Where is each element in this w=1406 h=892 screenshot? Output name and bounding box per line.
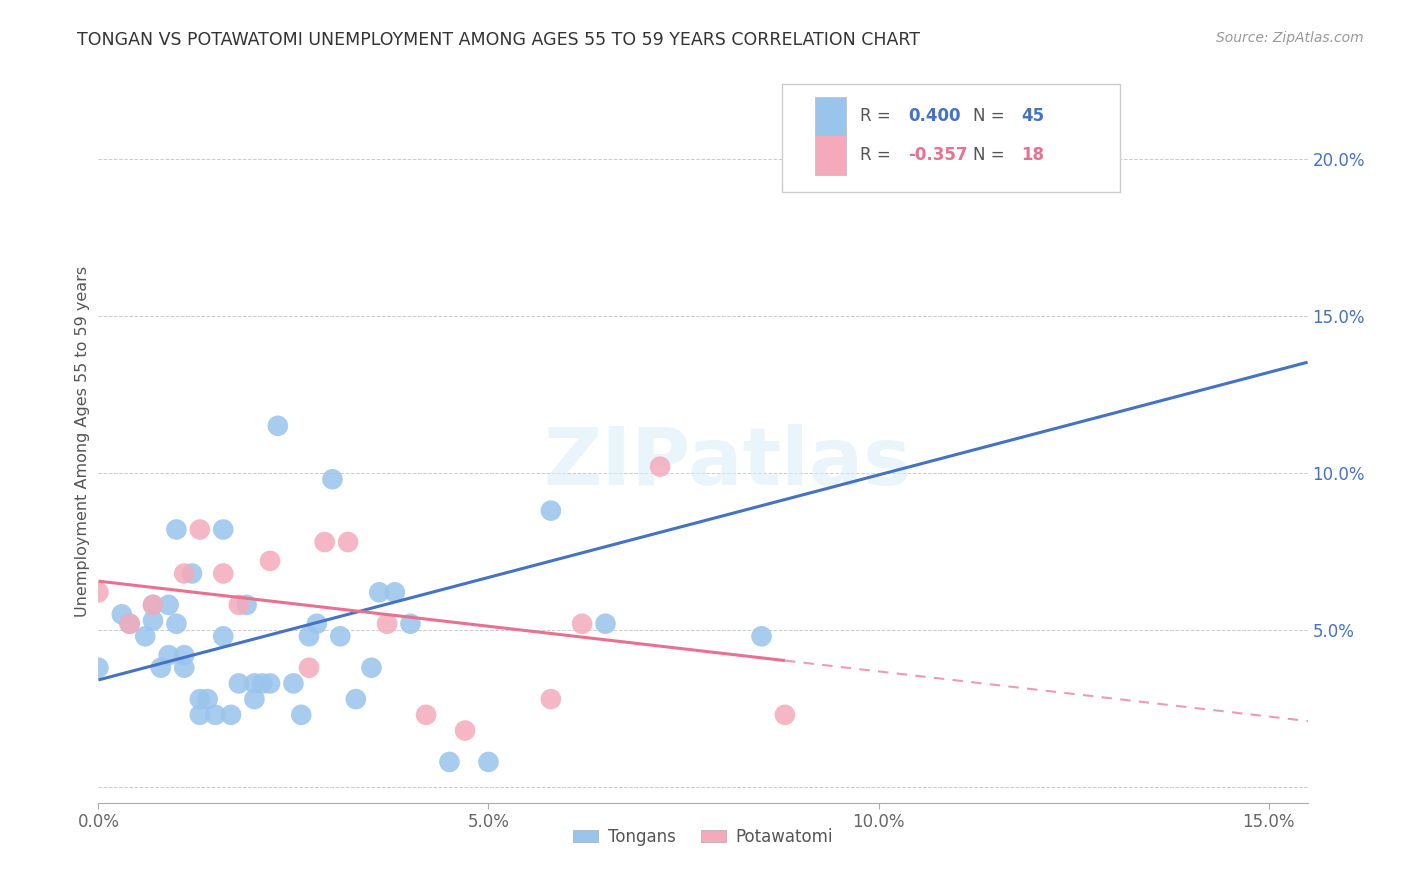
Point [298, 629, 321, 643]
Point [188, 707, 211, 722]
Point [648, 459, 671, 474]
Point [290, 707, 312, 722]
FancyBboxPatch shape [815, 96, 845, 136]
Legend: Tongans, Potawatomi: Tongans, Potawatomi [567, 821, 839, 852]
Text: N =: N = [973, 145, 1010, 164]
Point [283, 676, 305, 690]
Point [360, 661, 382, 675]
Text: TONGAN VS POTAWATOMI UNEMPLOYMENT AMONG AGES 55 TO 59 YEARS CORRELATION CHART: TONGAN VS POTAWATOMI UNEMPLOYMENT AMONG … [77, 31, 921, 49]
Point [157, 598, 180, 612]
Point [173, 566, 195, 581]
Point [212, 523, 235, 537]
Point [243, 692, 266, 706]
Point [212, 566, 235, 581]
Point [87, 585, 110, 599]
Point [267, 418, 290, 433]
Point [929, 145, 952, 160]
Point [219, 707, 242, 722]
Point [235, 598, 257, 612]
Y-axis label: Unemployment Among Ages 55 to 59 years: Unemployment Among Ages 55 to 59 years [75, 266, 90, 617]
Text: 18: 18 [1021, 145, 1045, 164]
Point [751, 629, 773, 643]
Point [384, 585, 406, 599]
Point [344, 692, 367, 706]
Point [181, 566, 204, 581]
Point [228, 598, 250, 612]
Text: 45: 45 [1021, 107, 1045, 126]
Point [298, 661, 321, 675]
Point [259, 676, 281, 690]
Text: Source: ZipAtlas.com: Source: ZipAtlas.com [1216, 31, 1364, 45]
Point [540, 503, 562, 517]
Point [165, 616, 187, 631]
Point [454, 723, 477, 738]
Text: 0.400: 0.400 [908, 107, 962, 126]
Point [259, 554, 281, 568]
Point [212, 629, 235, 643]
Point [142, 614, 165, 628]
Point [321, 472, 343, 486]
Point [243, 676, 266, 690]
Point [118, 616, 141, 631]
Point [173, 648, 195, 662]
Point [305, 616, 328, 631]
FancyBboxPatch shape [815, 135, 845, 175]
Text: R =: R = [860, 107, 896, 126]
Point [368, 585, 391, 599]
Point [439, 755, 461, 769]
Point [415, 707, 437, 722]
Point [111, 607, 134, 622]
Point [204, 707, 226, 722]
Text: R =: R = [860, 145, 896, 164]
Point [173, 661, 195, 675]
Point [477, 755, 499, 769]
Text: ZIPatlas: ZIPatlas [543, 425, 911, 502]
Point [595, 616, 617, 631]
Point [157, 648, 180, 662]
Point [134, 629, 156, 643]
Point [773, 707, 796, 722]
Point [197, 692, 219, 706]
Point [142, 598, 165, 612]
Point [252, 676, 274, 690]
Point [571, 616, 593, 631]
Point [142, 598, 165, 612]
Point [87, 661, 110, 675]
Point [329, 629, 352, 643]
Point [314, 535, 336, 549]
Point [375, 616, 398, 631]
Point [540, 692, 562, 706]
Point [188, 692, 211, 706]
Point [228, 676, 250, 690]
Point [399, 616, 422, 631]
Text: -0.357: -0.357 [908, 145, 969, 164]
Point [188, 523, 211, 537]
FancyBboxPatch shape [782, 84, 1121, 193]
Point [149, 661, 172, 675]
Text: N =: N = [973, 107, 1010, 126]
Point [165, 523, 187, 537]
Point [118, 616, 141, 631]
Point [337, 535, 360, 549]
